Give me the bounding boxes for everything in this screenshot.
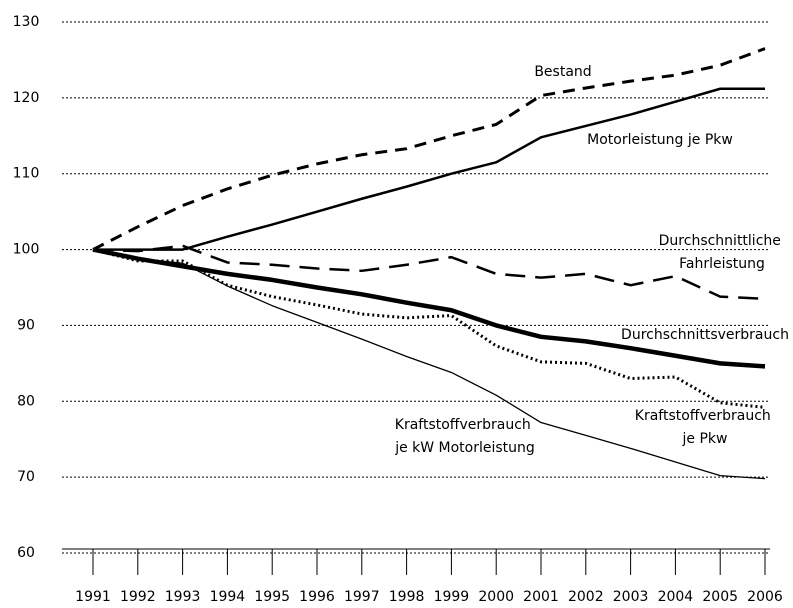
label-line: je kW Motorleistung [394, 440, 535, 456]
series-line [92, 244, 766, 301]
x-tick-label: 2000 [478, 589, 514, 605]
y-tick-label: 120 [13, 90, 40, 106]
series-label: Durchschnittsverbrauch [621, 327, 789, 343]
x-tick-label: 1994 [210, 589, 246, 605]
series-label: Durchschnittliche Fahrleistung [659, 233, 786, 272]
y-tick-label: 100 [13, 242, 40, 258]
x-tick-label: 1999 [434, 589, 470, 605]
x-tick-label: 2003 [613, 589, 649, 605]
y-tick-label: 90 [17, 317, 35, 333]
x-tick-label: 1995 [254, 589, 290, 605]
y-tick-label: 80 [17, 393, 35, 409]
series-line [92, 248, 766, 409]
y-tick-label: 110 [13, 166, 40, 182]
y-tick-label: 130 [13, 14, 40, 30]
x-tick-label: 2001 [523, 589, 559, 605]
series-label: Bestand [534, 64, 591, 80]
x-tick-label: 2002 [568, 589, 604, 605]
series-label: Kraftstoffverbrauch je Pkw [635, 408, 775, 447]
x-tick-label: 1996 [299, 589, 335, 605]
x-tick-label: 1992 [120, 589, 156, 605]
x-tick-label: 1998 [389, 589, 425, 605]
series-label: Kraftstoffverbrauch je kW Motorleistung [394, 417, 535, 456]
series-line [93, 87, 765, 251]
x-tick-label: 2005 [702, 589, 738, 605]
y-tick-label: 70 [17, 469, 35, 485]
series-line [92, 47, 766, 251]
x-tick-label: 2004 [658, 589, 694, 605]
x-tick-label: 2006 [747, 589, 783, 605]
label-line: Fahrleistung [679, 256, 765, 272]
label-line: Durchschnittliche [659, 233, 786, 249]
series-line [92, 248, 766, 480]
series-line [92, 247, 766, 369]
x-tick-label: 1997 [344, 589, 380, 605]
label-line: Kraftstoffverbrauch [395, 417, 535, 433]
label-line: Kraftstoffverbrauch [635, 408, 775, 424]
series-label: Motorleistung je Pkw [587, 132, 733, 148]
x-tick-label: 1993 [165, 589, 201, 605]
y-tick-label: 60 [17, 545, 35, 561]
x-tick-label: 1991 [75, 589, 111, 605]
label-line: je Pkw [682, 431, 728, 447]
